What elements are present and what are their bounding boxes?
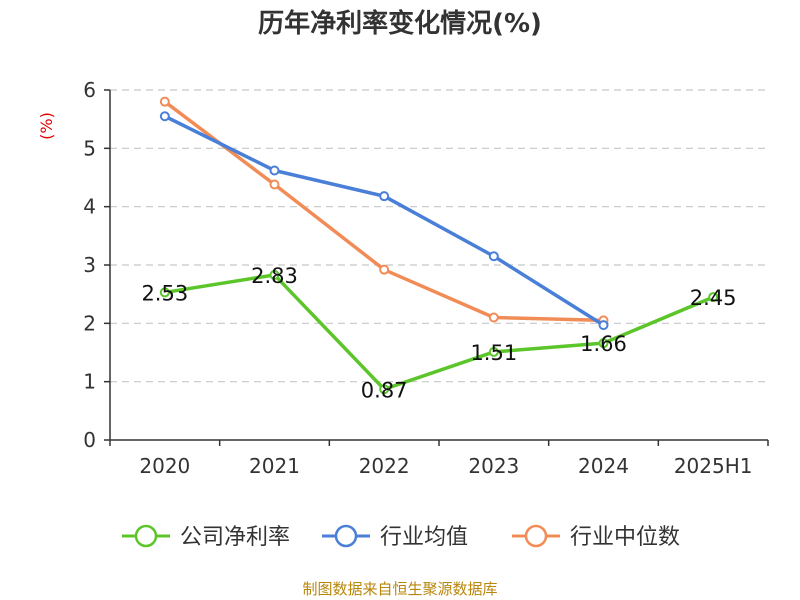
data-point [159,287,170,298]
legend-label: 行业中位数 [570,525,680,550]
x-tick-label: 2021 [249,454,300,478]
y-tick-label: 1 [83,370,96,394]
data-label: 0.87 [361,378,408,402]
data-point [598,338,609,349]
data-point [379,191,390,202]
legend-marker-icon [134,524,158,548]
data-point [488,346,499,357]
data-point [269,269,280,280]
data-point [159,96,170,107]
legend-marker-icon [524,524,548,548]
y-tick-label: 6 [83,78,96,102]
x-tick-label: 2025H1 [674,454,753,478]
legend-item[interactable]: 行业中位数 [512,524,680,550]
legend-label: 公司净利率 [180,525,290,550]
gridlines [110,89,768,383]
data-point [708,292,719,303]
data-point [269,179,280,190]
legend-item[interactable]: 公司净利率 [122,524,290,550]
x-tick-label: 2020 [139,454,190,478]
data-label: 2.45 [690,286,737,310]
y-tick-label: 0 [83,428,96,452]
legend-item[interactable]: 行业均值 [322,524,468,550]
y-tick-label: 5 [83,136,96,160]
series-line [164,114,605,327]
legend-label: 行业均值 [380,525,468,550]
legend[interactable]: 公司净利率 行业均值 行业中位数 [122,524,680,550]
axes: 0 1 2 3 4 5 6 2020 2021 2022 2023 2024 2025H1 [83,78,769,478]
legend-marker-icon [334,524,358,548]
data-point [598,320,609,331]
data-labels: 2.53 2.83 0.87 1.51 1.66 2.45 [141,264,736,402]
y-tick-label: 2 [83,311,96,335]
data-point [488,312,499,323]
chart-title: 历年净利率变化情况(%) [258,8,542,39]
series-line [164,273,714,391]
x-tick-label: 2022 [359,454,410,478]
x-tick-label: 2024 [578,454,629,478]
data-label: 2.83 [251,264,298,288]
y-tick-label: 4 [83,195,96,219]
series-line [163,100,604,323]
data-point [269,165,280,176]
data-point [379,384,390,395]
data-point [379,264,390,275]
data-label: 1.66 [580,332,627,356]
data-label: 1.51 [470,341,517,365]
data-point [159,111,170,122]
data-label: 2.53 [141,281,188,305]
x-tick-label: 2023 [468,454,519,478]
data-source-note: 制图数据来自恒生聚源数据库 [302,580,497,598]
data-point [488,251,499,262]
y-axis-unit: (%) [37,112,56,140]
y-tick-label: 3 [83,253,96,277]
series-group [159,96,719,395]
